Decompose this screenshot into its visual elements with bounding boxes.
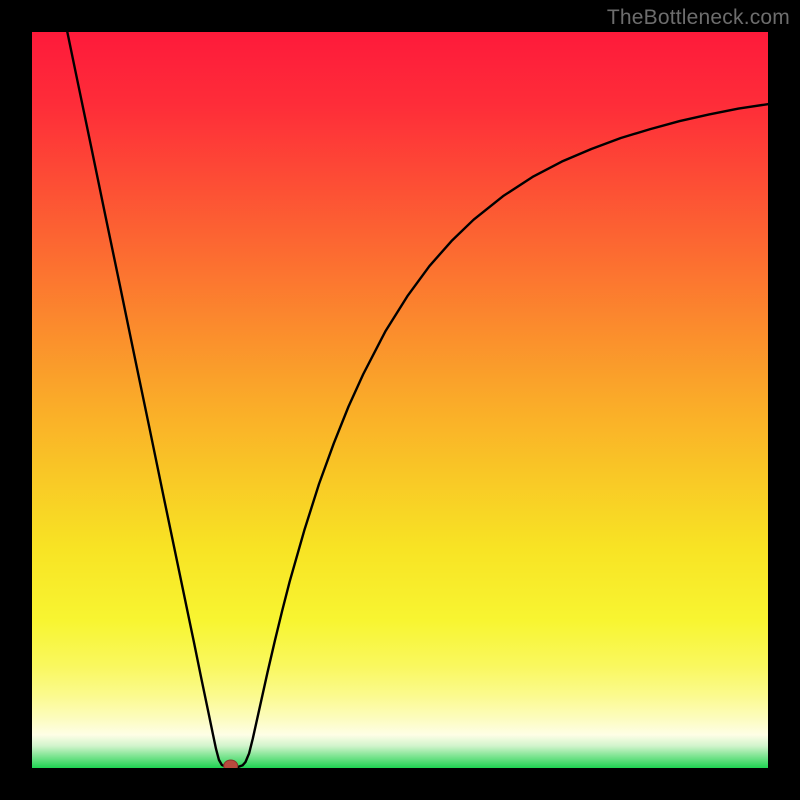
bottleneck-curve-chart xyxy=(32,32,768,768)
attribution-text: TheBottleneck.com xyxy=(607,6,790,30)
optimal-point-marker xyxy=(224,760,238,768)
chart-container: TheBottleneck.com xyxy=(0,0,800,800)
plot-area xyxy=(32,32,768,768)
gradient-background xyxy=(32,32,768,768)
